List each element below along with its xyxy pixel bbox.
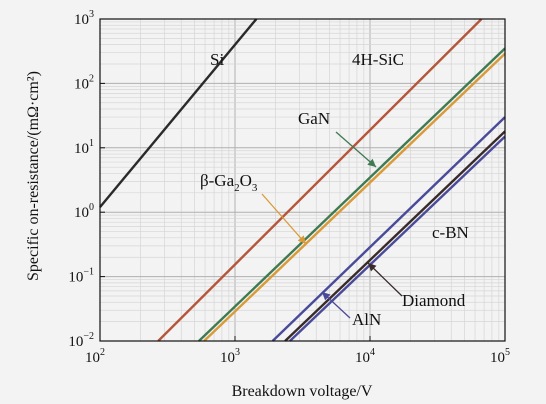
annotation-arrow [335,131,377,168]
y-tick-label: 103 [74,9,94,28]
label-ga2o3: β-Ga2O3 [200,171,258,194]
y-tick-label: 10−2 [68,331,94,350]
x-tick-label: 104 [355,347,375,366]
y-axis-title: Specific on-resistance/(mΩ·cm²) [25,71,42,281]
annotation-arrowhead [297,235,306,244]
series-line-aln [271,116,506,342]
annotation-arrows [261,131,403,319]
series-line-si [99,18,258,208]
label-ga2o3-main: β-Ga [200,171,235,190]
annotation-arrow [261,193,307,245]
label-diamond: Diamond [402,291,466,310]
y-tick-label: 102 [74,73,94,92]
series-lines [99,18,506,342]
label-si: Si [210,50,224,69]
annotation-arrowhead [368,263,377,272]
plot-frame [99,18,506,342]
label-c-bn: c-BN [432,223,469,242]
series-line--ga2o3 [203,52,506,342]
y-tick-label: 10−1 [68,267,94,286]
series-line-diamond [284,130,506,342]
label-ga2o3-sub1: 2 [234,182,240,194]
series-line-gan [198,47,506,342]
y-tick-label: 101 [74,138,94,157]
x-tick-label: 105 [490,347,510,366]
axis-ticks: 102 103 104 105 10−2 10−1 100 101 102 103 [68,9,510,366]
series-line-4h-sic [157,18,483,342]
label-gan: GaN [298,109,330,128]
y-tick-label: 100 [74,202,94,221]
label-ga2o3-mid: O [240,171,252,190]
series-line-c-bn [289,135,506,342]
label-ga2o3-sub2: 3 [252,182,258,194]
label-4h-sic: 4H-SiC [352,50,404,69]
x-axis-title: Breakdown voltage/V [232,383,373,400]
annotation-arrowhead [322,292,331,301]
label-aln: AlN [352,310,381,329]
annotation-arrowhead [367,158,376,167]
x-tick-label: 102 [85,347,105,366]
x-tick-label: 103 [220,347,240,366]
